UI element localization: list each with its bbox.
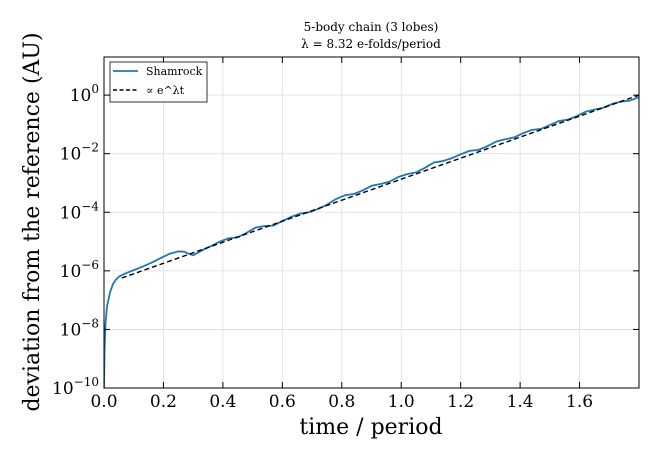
series-line-exponential-fit	[121, 94, 639, 279]
x-tick-label: 0.0	[90, 392, 117, 412]
y-axis-label: deviation from the reference (AU)	[20, 32, 45, 411]
y-tick-label: 10−8	[60, 316, 99, 340]
x-tick-label: 0.6	[269, 392, 296, 412]
x-tick-label: 0.4	[209, 392, 236, 412]
chart-title: 5-body chain (3 lobes)	[304, 20, 439, 34]
x-tick-labels: 0.0 0.2 0.4 0.6 0.8 1.0 1.2 1.4 1.6	[90, 392, 593, 412]
legend-box	[109, 61, 208, 103]
plot-area	[104, 94, 639, 388]
y-tick-exponent: −4	[81, 199, 99, 213]
y-tick-exponent: −2	[81, 141, 99, 155]
y-tick-base: 10	[60, 262, 82, 282]
y-tick-base: 10	[70, 86, 92, 106]
y-tick-exponent: −8	[81, 316, 99, 330]
y-tick-exponent: −6	[81, 258, 99, 272]
y-tick-base: 10	[52, 379, 74, 399]
y-tick-base: 10	[60, 203, 82, 223]
x-axis-label: time / period	[299, 415, 442, 440]
x-tick-label: 1.6	[566, 392, 593, 412]
y-tick-label: 100	[70, 82, 99, 106]
legend-label-exponential: ∝ e^λt	[146, 84, 185, 97]
tick-marks	[103, 57, 639, 389]
plot-frame	[103, 56, 640, 389]
y-tick-base: 10	[60, 145, 82, 165]
legend-label-shamrock: Shamrock	[146, 65, 203, 78]
y-tick-label: 10−10	[52, 375, 99, 399]
y-tick-exponent: 0	[91, 82, 99, 96]
series-line-shamrock	[104, 96, 639, 388]
legend: Shamrock ∝ e^λt	[109, 61, 208, 103]
x-tick-label: 0.2	[150, 392, 177, 412]
grid-lines	[103, 57, 639, 389]
x-tick-label: 0.8	[328, 392, 355, 412]
x-tick-label: 1.4	[507, 392, 534, 412]
y-tick-label: 10−2	[60, 141, 99, 165]
y-tick-label: 10−4	[60, 199, 100, 223]
x-tick-label: 1.2	[447, 392, 474, 412]
x-tick-label: 1.0	[388, 392, 415, 412]
y-tick-label: 10−6	[60, 258, 99, 282]
y-tick-base: 10	[60, 320, 82, 340]
chart-subtitle: λ = 8.32 e-folds/period	[301, 37, 441, 51]
y-tick-exponent: −10	[74, 375, 99, 389]
